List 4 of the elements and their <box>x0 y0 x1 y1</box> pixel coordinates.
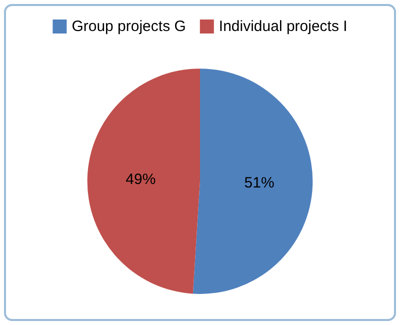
data-label: 49% <box>126 170 156 188</box>
legend-label: Individual projects I <box>218 18 348 35</box>
data-label: 51% <box>244 174 274 192</box>
legend-label: Group projects G <box>72 18 186 35</box>
